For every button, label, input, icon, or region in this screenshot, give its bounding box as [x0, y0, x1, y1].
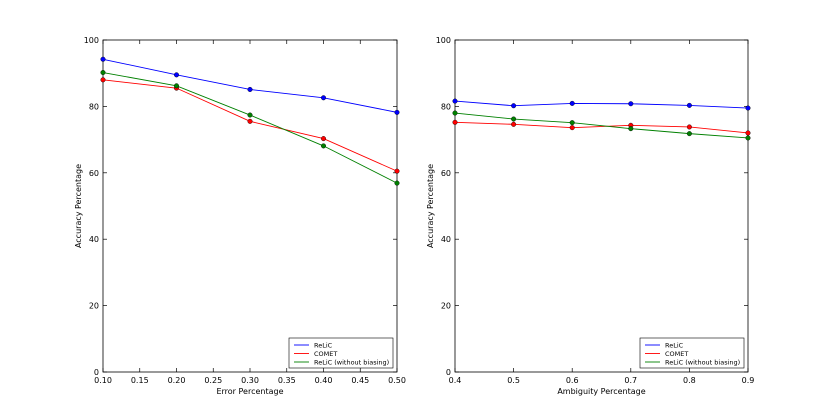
data-point: [247, 86, 253, 92]
legend-box: [639, 337, 745, 369]
data-point: [745, 135, 751, 141]
y-tick-label: 20: [89, 302, 99, 311]
x-tick-label: 0.50: [388, 376, 406, 385]
data-point: [745, 130, 751, 136]
data-point: [511, 116, 517, 122]
y-tick-label: 60: [89, 169, 99, 178]
plot-frame: [454, 39, 749, 373]
x-axis-label: Error Percentage: [216, 387, 283, 396]
x-tick-label: 0.7: [624, 376, 637, 385]
data-point: [628, 101, 634, 107]
data-point: [452, 110, 458, 116]
data-point: [173, 83, 179, 89]
y-tick-label: 0: [446, 368, 451, 377]
data-point: [173, 72, 179, 78]
y-tick-label: 40: [441, 235, 451, 244]
data-point: [569, 120, 575, 126]
legend-label: COMET: [314, 350, 337, 358]
data-point: [452, 119, 458, 125]
x-tick-label: 0.30: [241, 376, 259, 385]
x-tick-label: 0.40: [315, 376, 333, 385]
y-tick-label: 80: [441, 102, 451, 111]
legend-box: [288, 337, 394, 369]
chart-panel-1: 0.10 0.15 0.20 0.25 0.30 0.35 0.40 0.45 0.50 0 20 4…: [74, 36, 406, 396]
x-tick-label: 0.9: [742, 376, 755, 385]
data-point: [569, 125, 575, 131]
series-line-3: [454, 112, 749, 139]
y-tick-label: 0: [94, 368, 99, 377]
series-line-1: [102, 58, 398, 113]
data-point: [321, 136, 327, 142]
x-tick-label: 0.15: [131, 376, 149, 385]
legend-label: ReLiC: [665, 341, 684, 349]
data-point: [394, 168, 400, 174]
data-point: [394, 180, 400, 186]
data-point: [686, 124, 692, 130]
legend-label: ReLiC: [314, 341, 333, 349]
series-line-1: [454, 100, 749, 109]
y-tick-label: 40: [89, 235, 99, 244]
chart-panel-2: 0.4 0.5 0.6 0.7 0.8 0.9 0 20 40 60 80 100 Ambiguity …: [426, 36, 754, 396]
x-tick-label: 0.6: [566, 376, 579, 385]
legend-label: ReLiC (without biasing): [665, 358, 740, 366]
y-axis-label: Accuracy Percentage: [74, 164, 83, 248]
y-tick-label: 80: [89, 102, 99, 111]
x-tick-label: 0.8: [683, 376, 696, 385]
x-tick-label: 0.10: [94, 376, 112, 385]
data-point: [247, 112, 253, 118]
x-tick-label: 0.5: [507, 376, 520, 385]
y-tick-label: 100: [84, 36, 99, 45]
series-line-2: [102, 79, 398, 172]
data-point: [452, 98, 458, 104]
data-point: [745, 105, 751, 111]
series-line-2: [454, 121, 749, 134]
x-tick-label: 0.35: [278, 376, 296, 385]
data-point: [100, 70, 106, 76]
data-point: [100, 77, 106, 83]
legend-label: COMET: [665, 350, 688, 358]
y-axis-label: Accuracy Percentage: [426, 164, 435, 248]
data-point: [686, 102, 692, 108]
data-point: [511, 121, 517, 127]
data-point: [569, 100, 575, 106]
data-point: [247, 118, 253, 124]
data-point: [511, 103, 517, 109]
data-point: [394, 109, 400, 115]
data-point: [628, 126, 634, 132]
x-tick-label: 0.4: [449, 376, 462, 385]
data-point: [321, 143, 327, 149]
x-tick-label: 0.45: [351, 376, 369, 385]
x-tick-label: 0.25: [204, 376, 222, 385]
data-point: [686, 131, 692, 137]
x-axis-label: Ambiguity Percentage: [557, 387, 645, 396]
data-point: [321, 95, 327, 101]
data-point: [100, 56, 106, 62]
y-tick-label: 20: [441, 302, 451, 311]
y-tick-label: 60: [441, 169, 451, 178]
x-tick-label: 0.20: [168, 376, 186, 385]
y-tick-label: 100: [436, 36, 451, 45]
legend-label: ReLiC (without biasing): [314, 358, 389, 366]
